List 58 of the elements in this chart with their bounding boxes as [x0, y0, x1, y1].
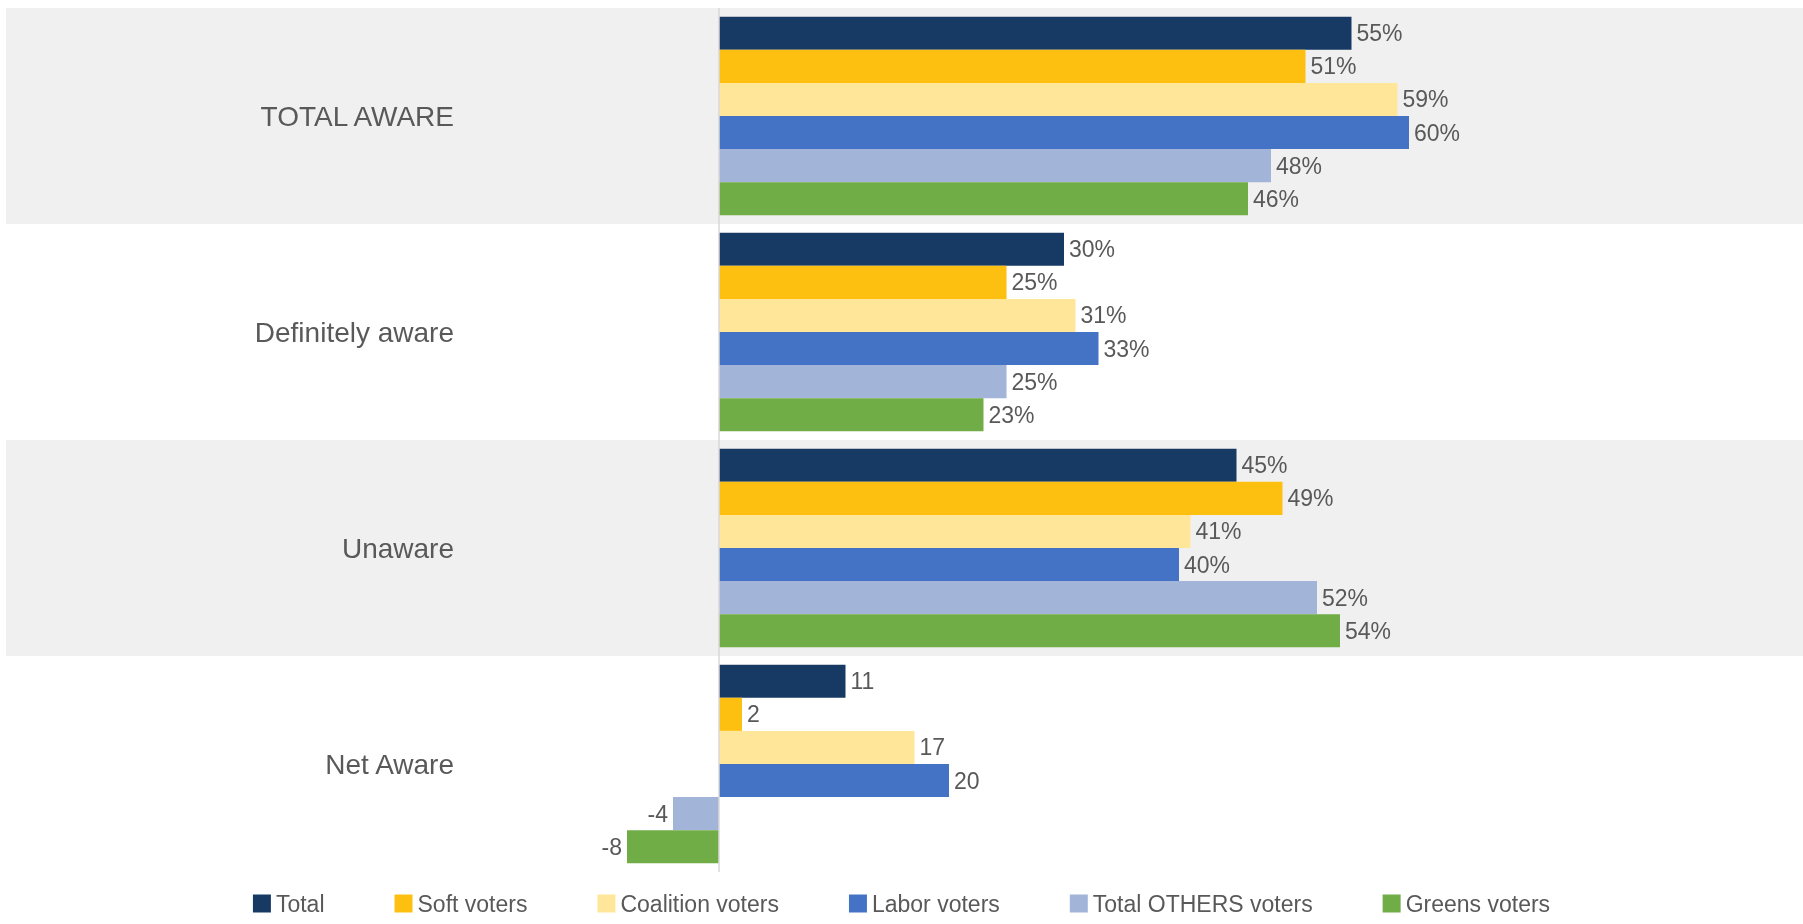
data-label: 52% [1322, 584, 1369, 611]
data-label: 59% [1402, 86, 1449, 113]
data-label: 40% [1184, 551, 1231, 578]
bar [673, 797, 719, 831]
bar [719, 332, 1099, 366]
data-label: 49% [1287, 485, 1334, 512]
y-tick-label: Definitely aware [254, 316, 454, 348]
data-label: 41% [1195, 518, 1242, 545]
bar [719, 149, 1271, 183]
data-label: 2 [747, 701, 760, 728]
data-label: 17 [919, 734, 946, 761]
legend-label: Coalition voters [620, 890, 779, 917]
data-label: 33% [1103, 335, 1150, 362]
y-tick-label: Net Aware [325, 748, 454, 780]
data-label: 23% [988, 401, 1035, 428]
bar [719, 614, 1340, 648]
data-label: 31% [1080, 302, 1127, 329]
bar [719, 16, 1352, 50]
bar [719, 697, 742, 731]
bar [719, 82, 1398, 116]
bar [719, 448, 1237, 482]
bar [719, 365, 1007, 399]
bar [719, 730, 915, 764]
bar [719, 481, 1283, 515]
y-tick-label: Unaware [341, 532, 454, 564]
bar [719, 398, 984, 432]
data-label: 25% [1011, 368, 1058, 395]
bar [719, 764, 949, 798]
data-label: 46% [1253, 185, 1300, 212]
bar [719, 116, 1409, 150]
legend-label: Total [275, 890, 325, 917]
bar [719, 298, 1076, 332]
data-label: -4 [647, 800, 669, 827]
data-label: 45% [1241, 452, 1288, 479]
bar [719, 182, 1248, 216]
bar [627, 830, 719, 864]
data-label: 20 [954, 767, 980, 794]
bar [719, 49, 1306, 83]
legend-label: Labor voters [871, 890, 1000, 917]
bar [719, 548, 1179, 582]
bar [719, 514, 1191, 548]
data-label: 48% [1276, 152, 1323, 179]
legend-label: Soft voters [417, 890, 528, 917]
y-tick-label: TOTAL AWARE [260, 100, 454, 132]
bar [719, 232, 1064, 266]
bar [719, 664, 846, 698]
data-label: 51% [1310, 53, 1357, 80]
legend-label: Greens voters [1405, 890, 1551, 917]
data-label: 60% [1414, 119, 1461, 146]
legend-label: Total OTHERS voters [1092, 890, 1313, 917]
data-label: 11 [850, 668, 875, 695]
bar [719, 265, 1007, 299]
data-label: 55% [1356, 20, 1403, 47]
data-label: -8 [601, 833, 622, 860]
data-label: 54% [1345, 617, 1392, 644]
bar [719, 581, 1317, 615]
data-label: 30% [1069, 236, 1116, 263]
data-label: 25% [1011, 269, 1058, 296]
